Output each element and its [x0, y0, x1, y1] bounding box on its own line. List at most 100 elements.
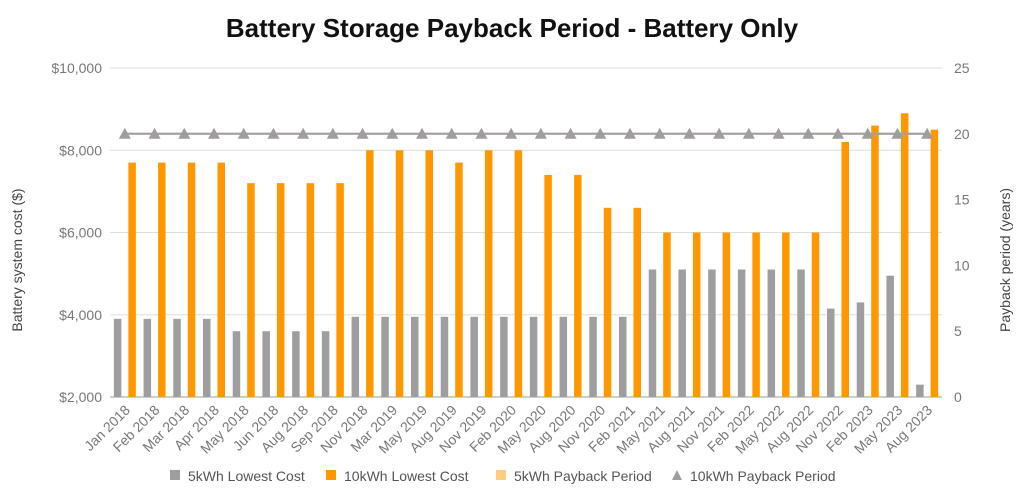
- bar-5kwh-lowest-cost: [708, 269, 716, 397]
- bar-5kwh-lowest-cost: [143, 318, 152, 397]
- bar-5kwh-lowest-cost: [916, 384, 924, 397]
- left-tick-label: $2,000: [59, 389, 102, 405]
- bar-5kwh-lowest-cost: [381, 316, 389, 397]
- bar-10kwh-lowest-cost: [247, 183, 255, 397]
- line-marker: [772, 127, 785, 139]
- left-axis-ticks: $2,000 $4,000 $6,000 $8,000 $10,000: [51, 60, 102, 405]
- bar-5kwh-lowest-cost: [559, 316, 568, 397]
- line-marker: [921, 127, 934, 139]
- line-marker: [624, 127, 636, 139]
- line-marker: [742, 127, 755, 139]
- line-marker: [386, 127, 399, 139]
- right-tick-label: 0: [954, 389, 962, 405]
- bar-5kwh-lowest-cost: [351, 316, 360, 397]
- bar-10kwh-lowest-cost: [811, 232, 820, 397]
- bar-10kwh-lowest-cost: [663, 232, 671, 397]
- legend-label: 5kWh Lowest Cost: [188, 468, 305, 484]
- line-marker: [564, 127, 577, 139]
- bar-5kwh-lowest-cost: [589, 316, 597, 397]
- line-marker: [297, 127, 310, 139]
- bar-10kwh-lowest-cost: [841, 142, 849, 397]
- bar-5kwh-lowest-cost: [321, 331, 330, 397]
- left-tick-label: $8,000: [59, 142, 102, 158]
- bar-10kwh-lowest-cost: [722, 232, 731, 397]
- line-marker: [802, 127, 815, 139]
- bar-10kwh-lowest-cost: [752, 232, 760, 397]
- bar-10kwh-lowest-cost: [306, 183, 315, 397]
- bar-10kwh-lowest-cost: [484, 150, 493, 397]
- line-marker: [891, 127, 904, 139]
- line-marker: [594, 127, 607, 139]
- bar-5kwh-lowest-cost: [737, 269, 746, 397]
- legend-swatch: [672, 470, 682, 480]
- chart-title: Battery Storage Payback Period - Battery…: [226, 13, 799, 43]
- bars: [113, 113, 939, 398]
- bar-5kwh-lowest-cost: [529, 316, 538, 397]
- bar-5kwh-lowest-cost: [232, 331, 241, 397]
- legend-swatch: [326, 470, 336, 480]
- bar-10kwh-lowest-cost: [633, 207, 641, 397]
- bar-5kwh-lowest-cost: [203, 318, 211, 397]
- bar-10kwh-lowest-cost: [455, 162, 463, 397]
- line-marker: [416, 127, 428, 139]
- right-tick-label: 5: [954, 323, 962, 339]
- bar-5kwh-lowest-cost: [886, 275, 894, 397]
- line-marker: [356, 127, 369, 139]
- legend-label: 10kWh Lowest Cost: [344, 468, 469, 484]
- bar-5kwh-lowest-cost: [856, 302, 865, 397]
- line-marker: [505, 127, 518, 139]
- bar-10kwh-lowest-cost: [276, 183, 285, 397]
- line-marker: [534, 127, 547, 139]
- legend-label: 10kWh Payback Period: [690, 468, 836, 484]
- bar-10kwh-lowest-cost: [217, 162, 225, 397]
- line-marker: [832, 127, 844, 139]
- right-tick-label: 25: [954, 60, 970, 76]
- bar-5kwh-lowest-cost: [500, 316, 508, 397]
- line-marker: [713, 127, 726, 139]
- bar-10kwh-lowest-cost: [128, 162, 136, 397]
- line-marker: [475, 127, 488, 139]
- bar-5kwh-lowest-cost: [470, 316, 478, 397]
- bar-5kwh-lowest-cost: [619, 316, 627, 397]
- line-marker: [208, 127, 220, 139]
- bar-5kwh-lowest-cost: [827, 308, 835, 397]
- bar-5kwh-lowest-cost: [767, 269, 776, 397]
- bar-10kwh-lowest-cost: [871, 125, 879, 397]
- bar-10kwh-lowest-cost: [782, 232, 790, 397]
- bar-10kwh-lowest-cost: [514, 150, 523, 397]
- bar-10kwh-lowest-cost: [336, 183, 344, 397]
- line-marker: [445, 127, 458, 139]
- bar-5kwh-lowest-cost: [262, 331, 270, 397]
- bar-10kwh-lowest-cost: [574, 174, 582, 397]
- line-marker: [267, 127, 280, 139]
- left-tick-label: $10,000: [51, 60, 102, 76]
- legend-swatch: [496, 470, 506, 480]
- line-marker: [861, 127, 874, 139]
- bar-10kwh-lowest-cost: [692, 232, 701, 397]
- legend-swatch: [170, 470, 180, 480]
- bar-10kwh-lowest-cost: [158, 162, 166, 397]
- bar-5kwh-lowest-cost: [678, 269, 686, 397]
- bar-5kwh-lowest-cost: [440, 316, 449, 397]
- line-marker: [148, 127, 161, 139]
- right-axis-ticks: 0 5 10 15 20 25: [954, 60, 970, 405]
- bar-5kwh-lowest-cost: [113, 318, 122, 397]
- left-tick-label: $4,000: [59, 307, 102, 323]
- line-marker: [326, 127, 339, 139]
- bar-10kwh-lowest-cost: [395, 150, 404, 397]
- right-tick-label: 10: [954, 257, 970, 273]
- line-marker: [118, 127, 131, 139]
- bar-10kwh-lowest-cost: [425, 150, 433, 397]
- bar-5kwh-lowest-cost: [797, 269, 805, 397]
- left-tick-label: $6,000: [59, 225, 102, 241]
- line-marker: [237, 127, 250, 139]
- bar-10kwh-lowest-cost: [930, 129, 939, 397]
- line-marker: [683, 127, 696, 139]
- bar-10kwh-lowest-cost: [603, 207, 612, 397]
- legend: 5kWh Lowest Cost 10kWh Lowest Cost 5kWh Pa…: [170, 468, 836, 484]
- legend-label: 5kWh Payback Period: [514, 468, 652, 484]
- right-axis-title: Payback period (years): [997, 188, 1013, 332]
- line-marker: [653, 127, 666, 139]
